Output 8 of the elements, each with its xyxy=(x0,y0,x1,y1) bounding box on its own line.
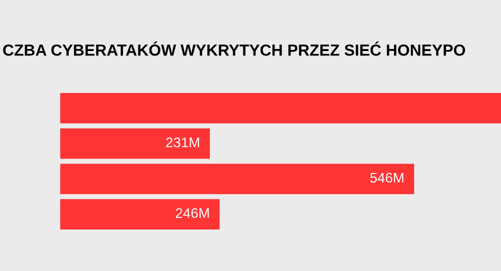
bar xyxy=(60,164,414,194)
chart-title: CZBA CYBERATAKÓW WYKRYTYCH PRZEZ SIEĆ HONEYPO xyxy=(3,41,466,56)
data-label: 231M xyxy=(166,137,200,148)
data-label: 246M xyxy=(176,208,209,218)
bar xyxy=(60,199,220,230)
bar xyxy=(60,128,210,159)
bar xyxy=(60,93,501,124)
data-label: 546M xyxy=(370,172,404,183)
